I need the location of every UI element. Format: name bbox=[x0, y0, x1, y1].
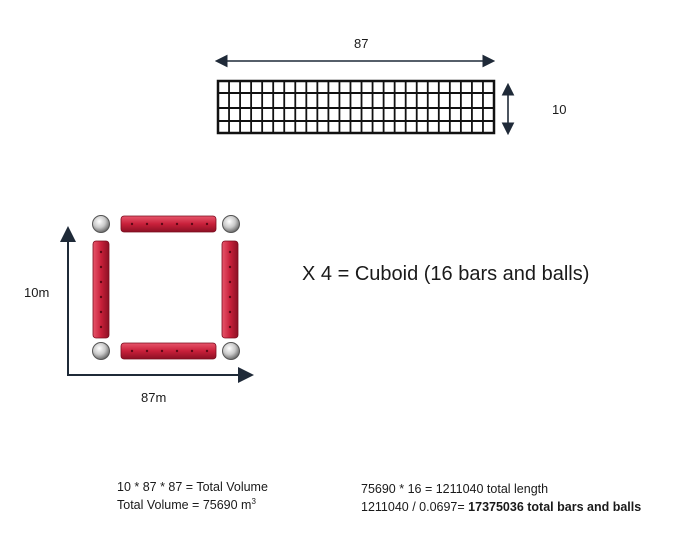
bar-rivet bbox=[130, 222, 134, 226]
calc-right-line1: 75690 * 16 = 1211040 total length bbox=[361, 482, 549, 496]
bar-right bbox=[221, 240, 239, 339]
ball-top-right bbox=[222, 215, 240, 233]
bar-rivet bbox=[228, 280, 232, 284]
calc-left-line1: 10 * 87 * 87 = Total Volume bbox=[117, 480, 268, 494]
height-dimension-label: 10 bbox=[552, 102, 567, 117]
multiplier-statement: X 4 = Cuboid (16 bars and balls) bbox=[302, 263, 590, 285]
bar-rivet bbox=[205, 222, 209, 226]
bar-rivet bbox=[160, 222, 164, 226]
bar-top bbox=[120, 215, 217, 233]
bar-bottom bbox=[120, 342, 217, 360]
width-dimension-label: 87 bbox=[354, 36, 369, 51]
bar-rivet bbox=[99, 295, 103, 299]
calc-right-line2: 1211040 / 0.0697= 17375036 total bars an… bbox=[361, 500, 642, 514]
bars-and-balls-diagram bbox=[60, 215, 254, 383]
ball-top-left bbox=[92, 215, 110, 233]
bar-rivet bbox=[145, 349, 149, 353]
top-diagram bbox=[214, 54, 515, 136]
bar-rivet bbox=[228, 325, 232, 329]
bar-rivet bbox=[99, 310, 103, 314]
bar-rivet bbox=[99, 250, 103, 254]
bar-rivet bbox=[228, 265, 232, 269]
bar-rivet bbox=[99, 265, 103, 269]
bar-rivet bbox=[228, 250, 232, 254]
bar-rivet bbox=[190, 349, 194, 353]
bar-rivet bbox=[205, 349, 209, 353]
bar-rivet bbox=[190, 222, 194, 226]
bar-rivet bbox=[145, 222, 149, 226]
y-axis-label: 10m bbox=[24, 285, 50, 300]
total-bars-and-balls: 17375036 total bars and balls bbox=[468, 500, 642, 514]
bar-rivet bbox=[175, 349, 179, 353]
calc-left: 10 * 87 * 87 = Total Volume Total Volume… bbox=[117, 478, 268, 514]
ball-bottom-right bbox=[222, 342, 240, 360]
bar-rivet bbox=[160, 349, 164, 353]
calc-right: 75690 * 16 = 1211040 total length 121104… bbox=[361, 480, 641, 516]
ball-bottom-left bbox=[92, 342, 110, 360]
grid-strip bbox=[216, 79, 496, 135]
bar-rivet bbox=[99, 325, 103, 329]
bar-rivet bbox=[99, 280, 103, 284]
bar-rivet bbox=[130, 349, 134, 353]
x-axis-label: 87m bbox=[141, 390, 167, 405]
bar-rivet bbox=[228, 310, 232, 314]
calc-left-line2: Total Volume = 75690 m3 bbox=[117, 496, 256, 512]
bar-rivet bbox=[228, 295, 232, 299]
bar-left bbox=[92, 240, 110, 339]
bar-rivet bbox=[175, 222, 179, 226]
